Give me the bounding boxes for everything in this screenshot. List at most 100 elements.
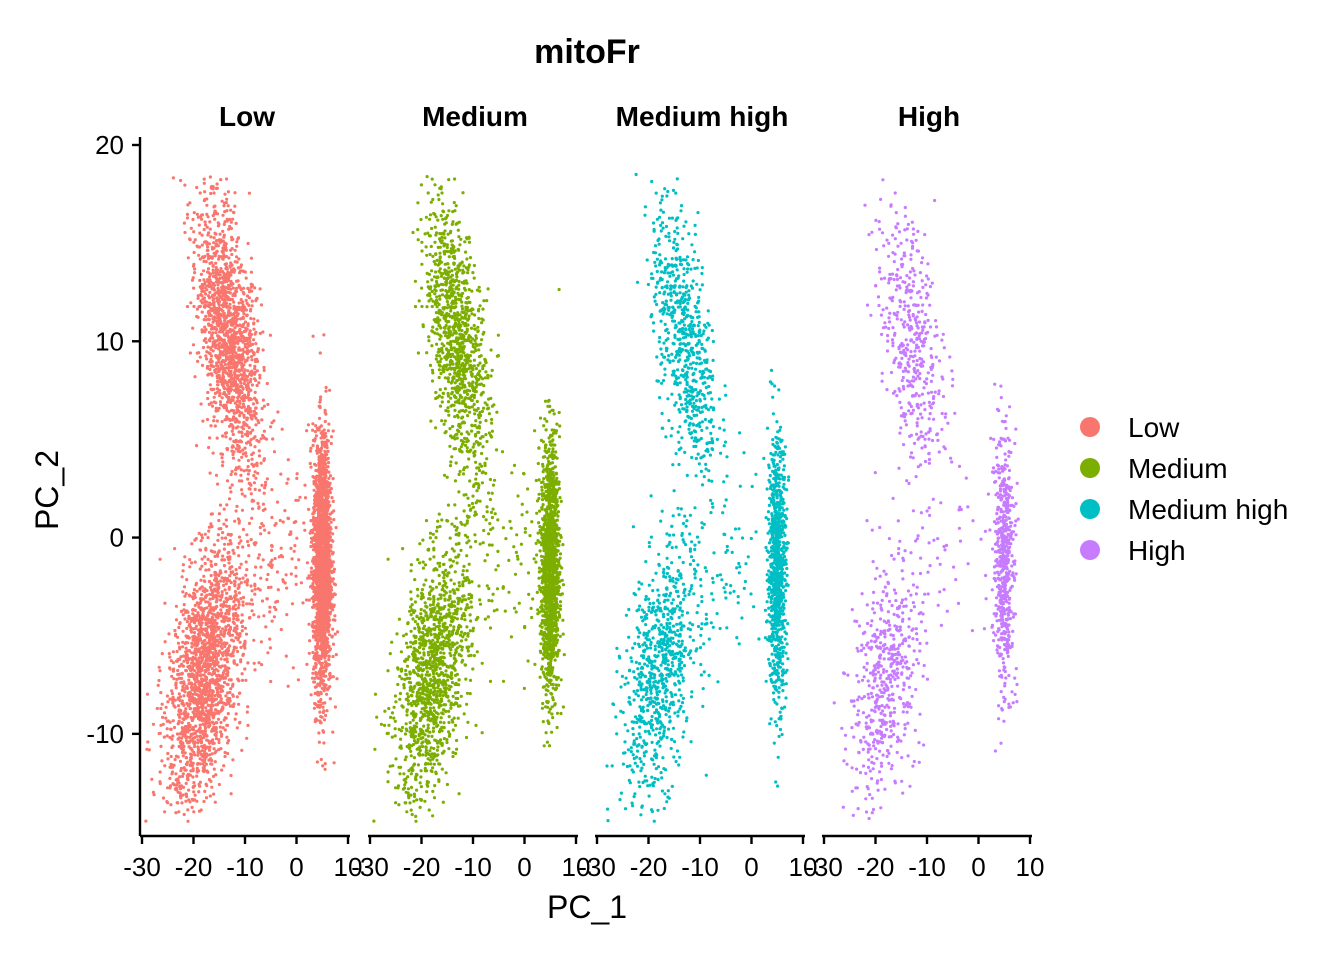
data-point — [325, 503, 329, 507]
data-point — [185, 653, 189, 657]
data-point — [209, 706, 213, 710]
data-point — [223, 542, 227, 546]
data-point — [186, 778, 190, 782]
data-point — [259, 532, 263, 536]
data-point — [317, 416, 322, 420]
data-point — [239, 581, 243, 585]
data-point — [239, 597, 243, 601]
data-point — [241, 545, 245, 549]
data-point — [184, 646, 188, 650]
data-point — [224, 604, 228, 608]
data-point — [193, 560, 197, 564]
data-point — [194, 729, 198, 734]
data-point — [218, 269, 222, 274]
data-point — [220, 366, 225, 370]
data-point — [176, 790, 180, 794]
data-point — [307, 507, 311, 511]
data-point — [207, 317, 211, 322]
data-point — [234, 636, 238, 640]
data-point — [213, 589, 217, 593]
data-point — [230, 423, 234, 427]
data-point — [215, 186, 219, 190]
data-point — [209, 235, 213, 239]
data-point — [201, 762, 205, 766]
data-point — [216, 582, 221, 586]
data-point — [200, 716, 204, 720]
data-point — [234, 286, 239, 290]
data-point — [213, 231, 217, 235]
data-point — [210, 693, 214, 698]
data-point — [235, 695, 239, 699]
data-point — [207, 313, 211, 317]
data-point — [243, 345, 247, 349]
data-point — [319, 657, 323, 661]
data-point — [232, 211, 236, 215]
data-point — [191, 627, 195, 631]
data-point — [223, 322, 227, 326]
data-point — [202, 579, 206, 583]
data-point — [215, 296, 219, 300]
data-point — [214, 244, 218, 248]
data-point — [179, 746, 183, 750]
data-point — [180, 676, 184, 681]
data-point — [261, 398, 265, 402]
data-point — [222, 233, 226, 237]
data-point — [331, 560, 335, 564]
data-point — [214, 708, 218, 712]
data-point — [233, 579, 237, 583]
data-point — [195, 618, 199, 622]
data-point — [314, 665, 318, 670]
data-point — [195, 734, 199, 738]
data-point — [186, 610, 190, 614]
data-point — [213, 637, 217, 642]
data-point — [228, 555, 232, 559]
data-point — [223, 319, 227, 323]
data-point — [245, 430, 249, 434]
data-point — [200, 287, 204, 291]
data-point — [226, 551, 230, 555]
data-point — [320, 513, 324, 517]
data-point — [316, 638, 321, 643]
data-point — [224, 346, 228, 350]
data-point — [232, 551, 236, 555]
data-point — [334, 653, 338, 657]
data-point — [251, 428, 255, 432]
data-point — [238, 439, 242, 443]
data-point — [224, 266, 228, 271]
data-point — [191, 326, 195, 330]
data-point — [229, 773, 233, 778]
data-point — [216, 643, 220, 647]
data-point — [220, 420, 224, 424]
data-point — [225, 479, 230, 483]
data-point — [248, 482, 252, 486]
data-point — [240, 300, 244, 305]
data-point — [218, 336, 222, 340]
data-point — [217, 782, 221, 787]
data-point — [233, 204, 237, 208]
data-point — [203, 532, 207, 536]
data-point — [311, 625, 315, 629]
data-point — [326, 439, 330, 443]
data-point — [198, 231, 202, 235]
data-point — [217, 527, 221, 531]
data-point — [255, 369, 259, 373]
data-point — [208, 671, 212, 675]
data-point — [243, 646, 247, 650]
data-point — [223, 366, 227, 370]
data-point — [226, 383, 230, 387]
data-point — [173, 757, 177, 762]
data-point — [231, 426, 235, 430]
data-point — [211, 317, 215, 321]
data-point — [171, 782, 175, 786]
data-point — [314, 615, 318, 619]
data-point — [208, 175, 212, 179]
data-point — [185, 305, 190, 309]
data-point — [176, 672, 180, 677]
data-point — [208, 753, 212, 757]
data-point — [249, 285, 253, 289]
data-point — [239, 381, 243, 385]
data-point — [208, 642, 212, 646]
data-point — [177, 664, 182, 668]
data-point — [221, 309, 225, 313]
data-point — [187, 678, 191, 682]
